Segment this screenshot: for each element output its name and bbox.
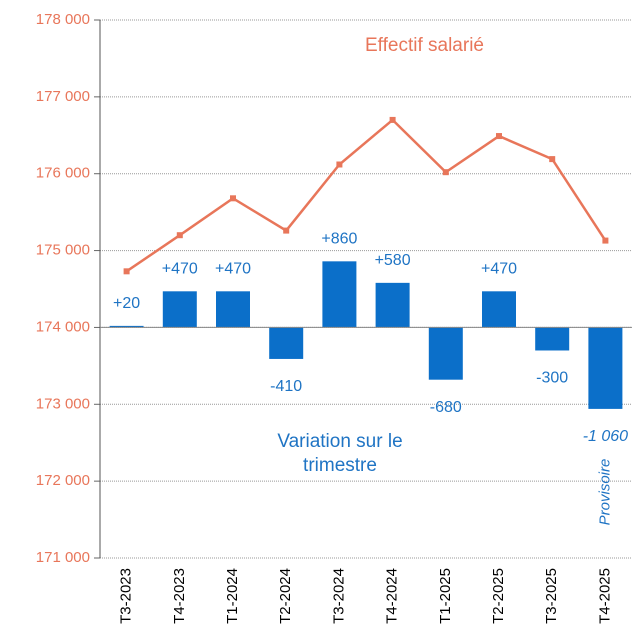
value-label: +470 <box>481 261 517 278</box>
x-tick-label: T1-2024 <box>224 568 241 624</box>
annotation: Provisoire <box>596 459 613 526</box>
x-tick-label: T2-2025 <box>490 568 507 624</box>
bar <box>269 327 304 359</box>
value-label: -300 <box>536 370 568 387</box>
y-tick-label: 173 000 <box>36 395 90 412</box>
marker <box>176 232 183 239</box>
y-tick-label: 174 000 <box>36 318 90 335</box>
marker <box>549 156 556 163</box>
bar <box>109 325 144 328</box>
x-tick-label: T3-2023 <box>118 568 135 624</box>
bar <box>588 327 623 409</box>
marker <box>123 268 130 275</box>
marker <box>389 116 396 123</box>
value-label: -680 <box>430 399 462 416</box>
series-label: Effectif salarié <box>365 35 484 56</box>
bar <box>322 261 357 328</box>
y-tick-label: 172 000 <box>36 472 90 489</box>
marker <box>336 161 343 168</box>
value-label: +580 <box>375 252 411 269</box>
series-label: Variation sur le trimestre <box>277 431 403 476</box>
marker <box>602 237 609 244</box>
marker <box>283 227 290 234</box>
y-tick-label: 178 000 <box>36 11 90 28</box>
bar <box>482 291 516 328</box>
x-tick-label: T1-2025 <box>437 568 454 624</box>
marker <box>496 133 502 140</box>
x-tick-label: T2-2024 <box>277 568 294 624</box>
x-tick-label: T4-2023 <box>171 568 188 624</box>
bar <box>535 327 570 351</box>
value-label: -1 060 <box>583 428 628 445</box>
bar <box>162 291 197 328</box>
y-tick-label: 176 000 <box>36 165 90 182</box>
line <box>125 118 607 273</box>
value-label: +20 <box>113 295 140 312</box>
value-label: +470 <box>215 261 251 278</box>
y-tick-label: 175 000 <box>36 242 90 259</box>
y-tick-label: 171 000 <box>36 549 90 566</box>
y-tick-label: 177 000 <box>36 88 90 105</box>
marker <box>230 195 236 202</box>
bar <box>216 291 250 328</box>
bar <box>375 282 410 328</box>
marker <box>442 169 449 176</box>
bar <box>428 327 463 380</box>
x-tick-label: T4-2025 <box>596 568 613 624</box>
value-label: +860 <box>321 231 357 248</box>
x-tick-label: T3-2025 <box>543 568 560 624</box>
value-label: +470 <box>162 261 198 278</box>
value-label: -410 <box>270 378 302 395</box>
x-tick-label: T4-2024 <box>384 568 401 624</box>
x-tick-label: T3-2024 <box>330 568 347 624</box>
